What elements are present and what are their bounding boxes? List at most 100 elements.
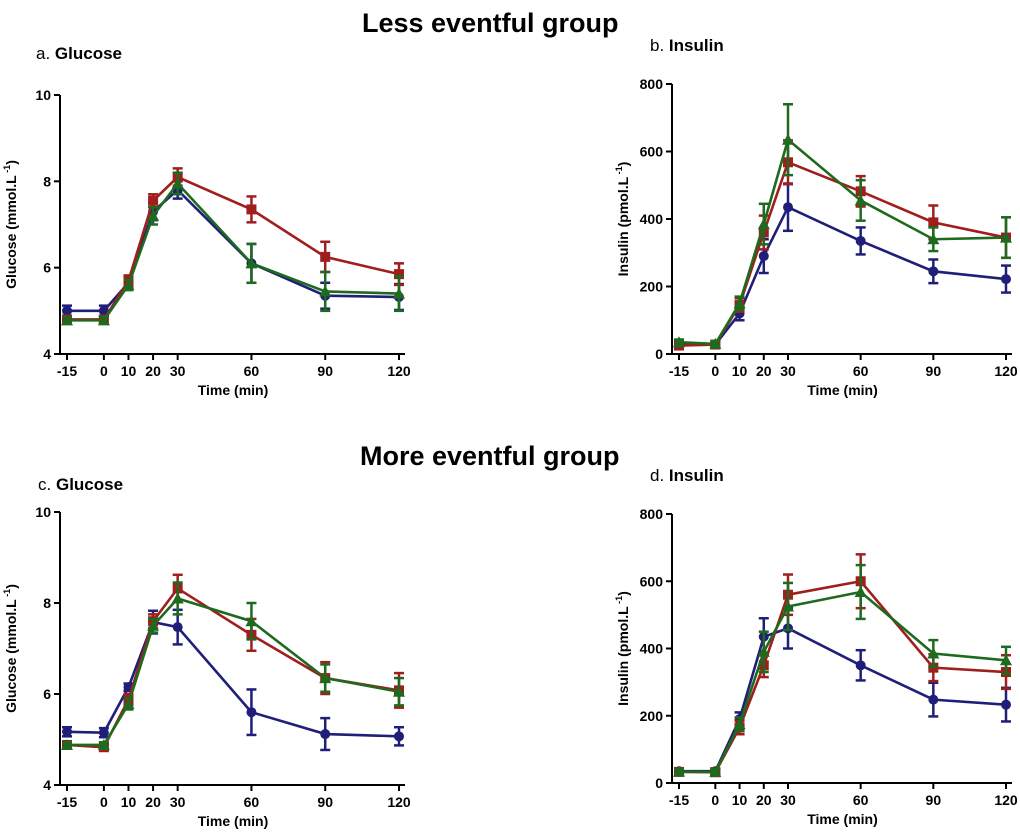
y-axis-title: Glucose (mmol.L -1) (2, 160, 19, 289)
y-axis-title: Insulin (pmol.L -1) (614, 591, 631, 706)
data-point-circle (320, 729, 331, 740)
data-point-circle (928, 266, 939, 277)
x-tick-label: -15 (669, 792, 689, 808)
data-point-triangle (245, 615, 258, 627)
x-tick-label: -15 (57, 363, 77, 379)
series-line (678, 137, 1007, 346)
x-tick-label: 20 (145, 794, 161, 810)
y-axis-title: Glucose (mmol.L -1) (2, 584, 19, 713)
x-tick-label: 30 (170, 794, 186, 810)
data-point-triangle (757, 645, 770, 657)
data-point-triangle (782, 133, 794, 145)
x-tick-label: 120 (387, 363, 411, 379)
x-tick-label: 90 (926, 792, 942, 808)
data-point-circle (855, 660, 866, 671)
x-tick-label: 0 (100, 794, 108, 810)
data-point-triangle (122, 278, 135, 290)
y-tick-label: 4 (43, 346, 51, 362)
y-tick-label: 800 (640, 76, 664, 92)
series-triangle (61, 581, 405, 750)
y-axis-title: Insulin (pmol.L -1) (614, 162, 631, 277)
data-point-circle (783, 202, 793, 213)
data-point-square (928, 217, 939, 228)
series-line (678, 160, 1007, 347)
series-line (66, 620, 400, 738)
data-point-circle (758, 251, 769, 262)
data-point-triangle (854, 194, 867, 206)
data-point-triangle (61, 314, 73, 326)
x-axis-title: Time (min) (807, 811, 878, 827)
data-point-triangle (782, 600, 794, 612)
y-tick-label: 400 (640, 211, 664, 227)
series-line (678, 590, 1007, 774)
data-point-circle (246, 707, 257, 718)
data-point-circle (172, 622, 183, 633)
y-tick-label: 600 (640, 144, 664, 160)
data-point-circle (98, 727, 109, 738)
y-tick-label: 0 (655, 346, 663, 362)
data-point-triangle (709, 337, 722, 349)
x-tick-label: 90 (926, 363, 942, 379)
x-axis-title: Time (min) (807, 382, 878, 398)
data-point-triangle (927, 647, 940, 659)
x-tick-label: 120 (994, 792, 1018, 808)
x-tick-label: 60 (853, 792, 869, 808)
chart-panel-d: 0 200 400 600 800 -15 0 10 20 30 60 90 120 Time (min)… (614, 506, 1018, 827)
group-title-more-eventful: More eventful group (360, 441, 620, 471)
data-point-triangle (673, 336, 685, 348)
data-point-circle (928, 694, 939, 705)
y-tick-label: 0 (655, 775, 663, 791)
data-point-triangle (97, 738, 110, 750)
x-tick-label: 10 (121, 794, 137, 810)
y-tick-label: 800 (640, 506, 664, 522)
x-tick-label: 20 (145, 363, 161, 379)
data-point-triangle (245, 257, 258, 269)
series-square (674, 553, 1011, 778)
y-tick-label: 10 (35, 504, 51, 520)
y-tick-label: 6 (43, 686, 51, 702)
series-line (67, 175, 400, 321)
x-tick-label: 10 (732, 792, 748, 808)
y-tick-label: 400 (640, 641, 664, 657)
series-triangle (673, 563, 1012, 777)
x-tick-label: 120 (387, 794, 411, 810)
data-point-triangle (1000, 654, 1012, 666)
x-tick-label: 30 (780, 792, 796, 808)
data-point-circle (62, 305, 72, 316)
series-circle (674, 182, 1011, 350)
x-tick-label: 120 (994, 363, 1018, 379)
panel-label-c: c. Glucose (38, 475, 124, 494)
data-point-triangle (1000, 231, 1012, 243)
panel-label-a: a. Glucose (36, 44, 123, 63)
x-tick-label: 90 (317, 794, 333, 810)
series-triangle (61, 171, 405, 326)
group-title-less-eventful: Less eventful group (362, 8, 619, 38)
data-point-circle (1001, 699, 1011, 710)
data-point-triangle (147, 209, 160, 221)
y-tick-label: 600 (640, 573, 664, 589)
data-point-triangle (319, 285, 332, 297)
x-tick-label: -15 (57, 794, 77, 810)
x-tick-label: 90 (317, 363, 333, 379)
data-point-circle (62, 726, 72, 737)
series-line (67, 596, 400, 747)
x-tick-label: 0 (100, 363, 108, 379)
x-tick-label: 60 (244, 794, 260, 810)
data-point-triangle (393, 287, 405, 299)
x-tick-label: 60 (853, 363, 869, 379)
series-triangle (673, 103, 1012, 349)
data-point-triangle (733, 718, 746, 730)
data-point-triangle (61, 738, 73, 750)
x-tick-label: 10 (121, 363, 137, 379)
data-point-triangle (393, 685, 405, 697)
x-tick-label: 30 (780, 363, 796, 379)
y-tick-label: 8 (43, 173, 51, 189)
x-tick-label: 0 (711, 363, 719, 379)
data-point-square (394, 269, 404, 280)
data-point-triangle (319, 672, 332, 684)
panel-label-b: b. Insulin (650, 36, 724, 55)
data-point-triangle (147, 619, 160, 631)
data-point-triangle (854, 586, 867, 598)
data-point-triangle (171, 177, 184, 189)
